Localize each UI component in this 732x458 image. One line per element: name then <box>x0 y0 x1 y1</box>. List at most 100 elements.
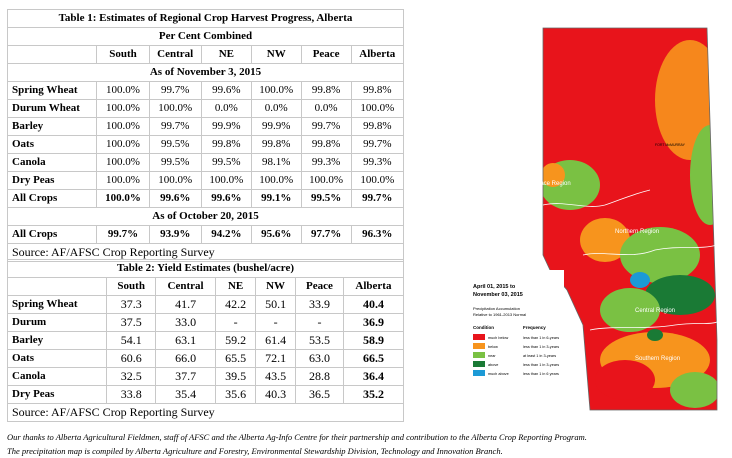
cell-value: 54.1 <box>106 331 157 350</box>
cell-value: 99.3% <box>350 153 405 172</box>
row-label: Durum <box>6 313 108 332</box>
northern-region-label: Northern Region <box>615 229 659 235</box>
table1-col-south: South <box>96 45 150 64</box>
legend-frequency: at least 1 in 3-years <box>523 354 556 358</box>
cell-value: 99.7% <box>148 81 202 100</box>
cell-value: 100.0% <box>96 153 150 172</box>
map-area <box>670 372 717 408</box>
cell-value: 41.7 <box>155 295 217 314</box>
cell-value: 99.9% <box>200 117 252 136</box>
cell-value: 99.6% <box>148 189 202 208</box>
footer-acknowledgement: Our thanks to Alberta Agricultural Field… <box>7 432 587 442</box>
cell-value: 0.0% <box>300 99 352 118</box>
table-row: Oats 60.6 66.0 65.5 72.1 63.0 66.5 <box>6 349 405 368</box>
cell-value: 94.2% <box>200 225 252 244</box>
table-row: Dry Peas 33.8 35.4 35.6 40.3 36.5 35.2 <box>6 385 405 404</box>
province-outline <box>542 27 718 411</box>
row-label: Barley <box>6 117 98 136</box>
legend-swatch <box>473 361 485 367</box>
table1-col-central: Central <box>148 45 202 64</box>
cell-value: 0.0% <box>250 99 302 118</box>
map-area <box>647 329 663 341</box>
cell-value: 99.7% <box>350 189 405 208</box>
cell-value: 99.7% <box>300 117 352 136</box>
table2-header-corner <box>6 277 108 296</box>
row-label: Canola <box>6 153 98 172</box>
legend-condition: below <box>488 345 498 349</box>
map-area <box>620 227 700 283</box>
cell-value: 99.7% <box>350 135 405 154</box>
cell-value: 93.9% <box>148 225 202 244</box>
table-row: Spring Wheat 100.0% 99.7% 99.6% 100.0% 99.8% 9… <box>6 81 405 100</box>
table1-body: Spring Wheat 100.0% 99.7% 99.6% 100.0% 99.8% 9… <box>6 81 405 208</box>
table-row: All Crops 100.0% 99.6% 99.6% 99.1% 99.5% 99.7% <box>6 189 405 208</box>
table2-col-ne: NE <box>215 277 257 296</box>
cell-value: 99.5% <box>148 135 202 154</box>
peace-region-label: Peace Region <box>533 181 571 187</box>
cell-value: 33.0 <box>155 313 217 332</box>
cell-value: 50.1 <box>255 295 297 314</box>
table2-col-nw: NW <box>255 277 297 296</box>
cell-value: 99.1% <box>250 189 302 208</box>
central-region-label: Central Region <box>635 308 675 314</box>
table2-title: Table 2: Yield Estimates (bushel/acre) <box>7 259 404 278</box>
precipitation-map: Peace Region Northern Region Central Reg… <box>469 27 718 411</box>
table-row: Dry Peas 100.0% 100.0% 100.0% 100.0% 100.0% 10… <box>6 171 405 190</box>
map-area <box>543 163 565 187</box>
cell-value: 61.4 <box>255 331 297 350</box>
cell-value: 99.5% <box>148 153 202 172</box>
cell-value: 39.5 <box>215 367 257 386</box>
cell-value: 37.3 <box>106 295 157 314</box>
row-label: Oats <box>6 349 108 368</box>
cell-value: 100.0% <box>96 189 150 208</box>
legend-swatch <box>473 352 485 358</box>
row-label: Canola <box>6 367 108 386</box>
cell-value: 37.7 <box>155 367 217 386</box>
map-area <box>630 272 650 288</box>
cell-value: 100.0% <box>96 135 150 154</box>
cell-value: 35.2 <box>342 385 405 404</box>
cell-value: 99.7% <box>148 117 202 136</box>
row-label: All Crops <box>6 225 98 244</box>
cell-value: 59.2 <box>215 331 257 350</box>
map-area <box>690 125 717 225</box>
cell-value: 97.7% <box>300 225 352 244</box>
harvest-progress-table: Table 1: Estimates of Regional Crop Harv… <box>6 9 405 262</box>
table2-col-alberta: Alberta <box>342 277 405 296</box>
legend-condition: near <box>488 354 496 358</box>
legend-frequency: less than 1 in 3-years <box>523 345 559 349</box>
cell-value: 99.8% <box>200 135 252 154</box>
cell-value: 63.0 <box>295 349 344 368</box>
row-label: Barley <box>6 331 108 350</box>
table1-col-peace: Peace <box>300 45 352 64</box>
cell-value: 36.5 <box>295 385 344 404</box>
cell-value: 99.3% <box>300 153 352 172</box>
cell-value: 99.8% <box>300 135 352 154</box>
cell-value: 28.8 <box>295 367 344 386</box>
table2-body: Spring Wheat 37.3 41.7 42.2 50.1 33.9 40.4 Duru… <box>6 295 405 404</box>
table1-prev-row: All Crops 99.7% 93.9% 94.2% 95.6% 97.7% … <box>6 225 405 244</box>
cell-value: 37.5 <box>106 313 157 332</box>
cell-value: 100.0% <box>200 171 252 190</box>
cell-value: 100.0% <box>148 171 202 190</box>
legend-condition: much below <box>488 336 509 340</box>
legend-items: much below less than 1 in 6-years below les… <box>473 334 559 376</box>
cell-value: 36.4 <box>342 367 405 386</box>
cell-value: 100.0% <box>96 171 150 190</box>
cell-value: 99.5% <box>200 153 252 172</box>
table-row: Oats 100.0% 99.5% 99.8% 99.8% 99.8% 99.7% <box>6 135 405 154</box>
cell-value: 95.6% <box>250 225 302 244</box>
map-area <box>655 40 717 160</box>
cell-value: 100.0% <box>96 117 150 136</box>
map-area <box>595 360 655 400</box>
cell-value: 35.6 <box>215 385 257 404</box>
row-label: Dry Peas <box>6 385 108 404</box>
table-row: Durum 37.5 33.0- - -36.9 <box>6 313 405 332</box>
cell-value: 99.7% <box>96 225 150 244</box>
cell-value: 99.6% <box>200 81 252 100</box>
table1-col-nw: NW <box>250 45 302 64</box>
cell-value: 96.3% <box>350 225 405 244</box>
cell-value: 42.2 <box>215 295 257 314</box>
legend-swatch <box>473 343 485 349</box>
cell-value: - <box>295 313 344 332</box>
